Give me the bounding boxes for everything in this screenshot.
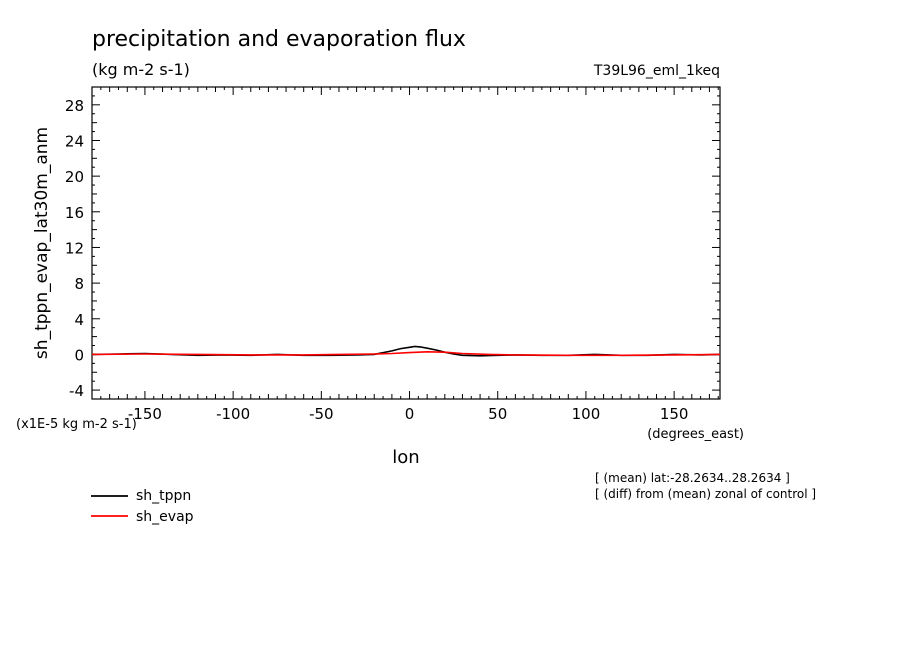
chart-title: precipitation and evaporation flux — [92, 27, 466, 52]
x-tick-label: -50 — [309, 405, 334, 423]
plot-frame — [91, 86, 721, 400]
chart-subtitle: (kg m-2 s-1) — [92, 60, 190, 79]
legend-label-sh-tppn: sh_tppn — [136, 488, 191, 504]
x-axis-units: (degrees_east) — [647, 427, 744, 442]
y-axis-label: sh_tppn_evap_lat30m_anm — [32, 127, 52, 359]
legend-label-sh-evap: sh_evap — [136, 509, 194, 525]
x-tick-label: 150 — [660, 405, 689, 423]
mean-note: [ (mean) lat:-28.2634..28.2634 ] — [595, 471, 790, 485]
x-tick-label: 50 — [488, 405, 507, 423]
y-tick-label: 20 — [65, 168, 84, 186]
y-tick-label: 0 — [74, 346, 84, 364]
y-tick-label: 8 — [74, 275, 84, 293]
x-tick-label: -100 — [216, 405, 250, 423]
y-tick-label: -4 — [69, 382, 84, 400]
y-scale-note: (x1E-5 kg m-2 s-1) — [16, 417, 137, 432]
run-label: T39L96_eml_1keq — [593, 63, 720, 79]
series-lines — [91, 345, 721, 357]
y-tick-label: 24 — [65, 132, 84, 150]
series-line-sh-evap — [91, 350, 721, 357]
axis-ticks: -4 0 4 8 12 16 20 24 28 -150 -100 -50 0 50 100 150 — [65, 86, 720, 423]
diff-note: [ (diff) from (mean) zonal of control ] — [595, 487, 816, 501]
y-tick-label: 4 — [74, 311, 84, 329]
x-axis-label: lon — [392, 447, 419, 468]
y-tick-label: 12 — [65, 239, 84, 257]
x-tick-label: 100 — [572, 405, 601, 423]
x-tick-label: -150 — [128, 405, 162, 423]
y-tick-label: 16 — [65, 204, 84, 222]
y-tick-label: 28 — [65, 97, 84, 115]
x-tick-label: 0 — [405, 405, 415, 423]
